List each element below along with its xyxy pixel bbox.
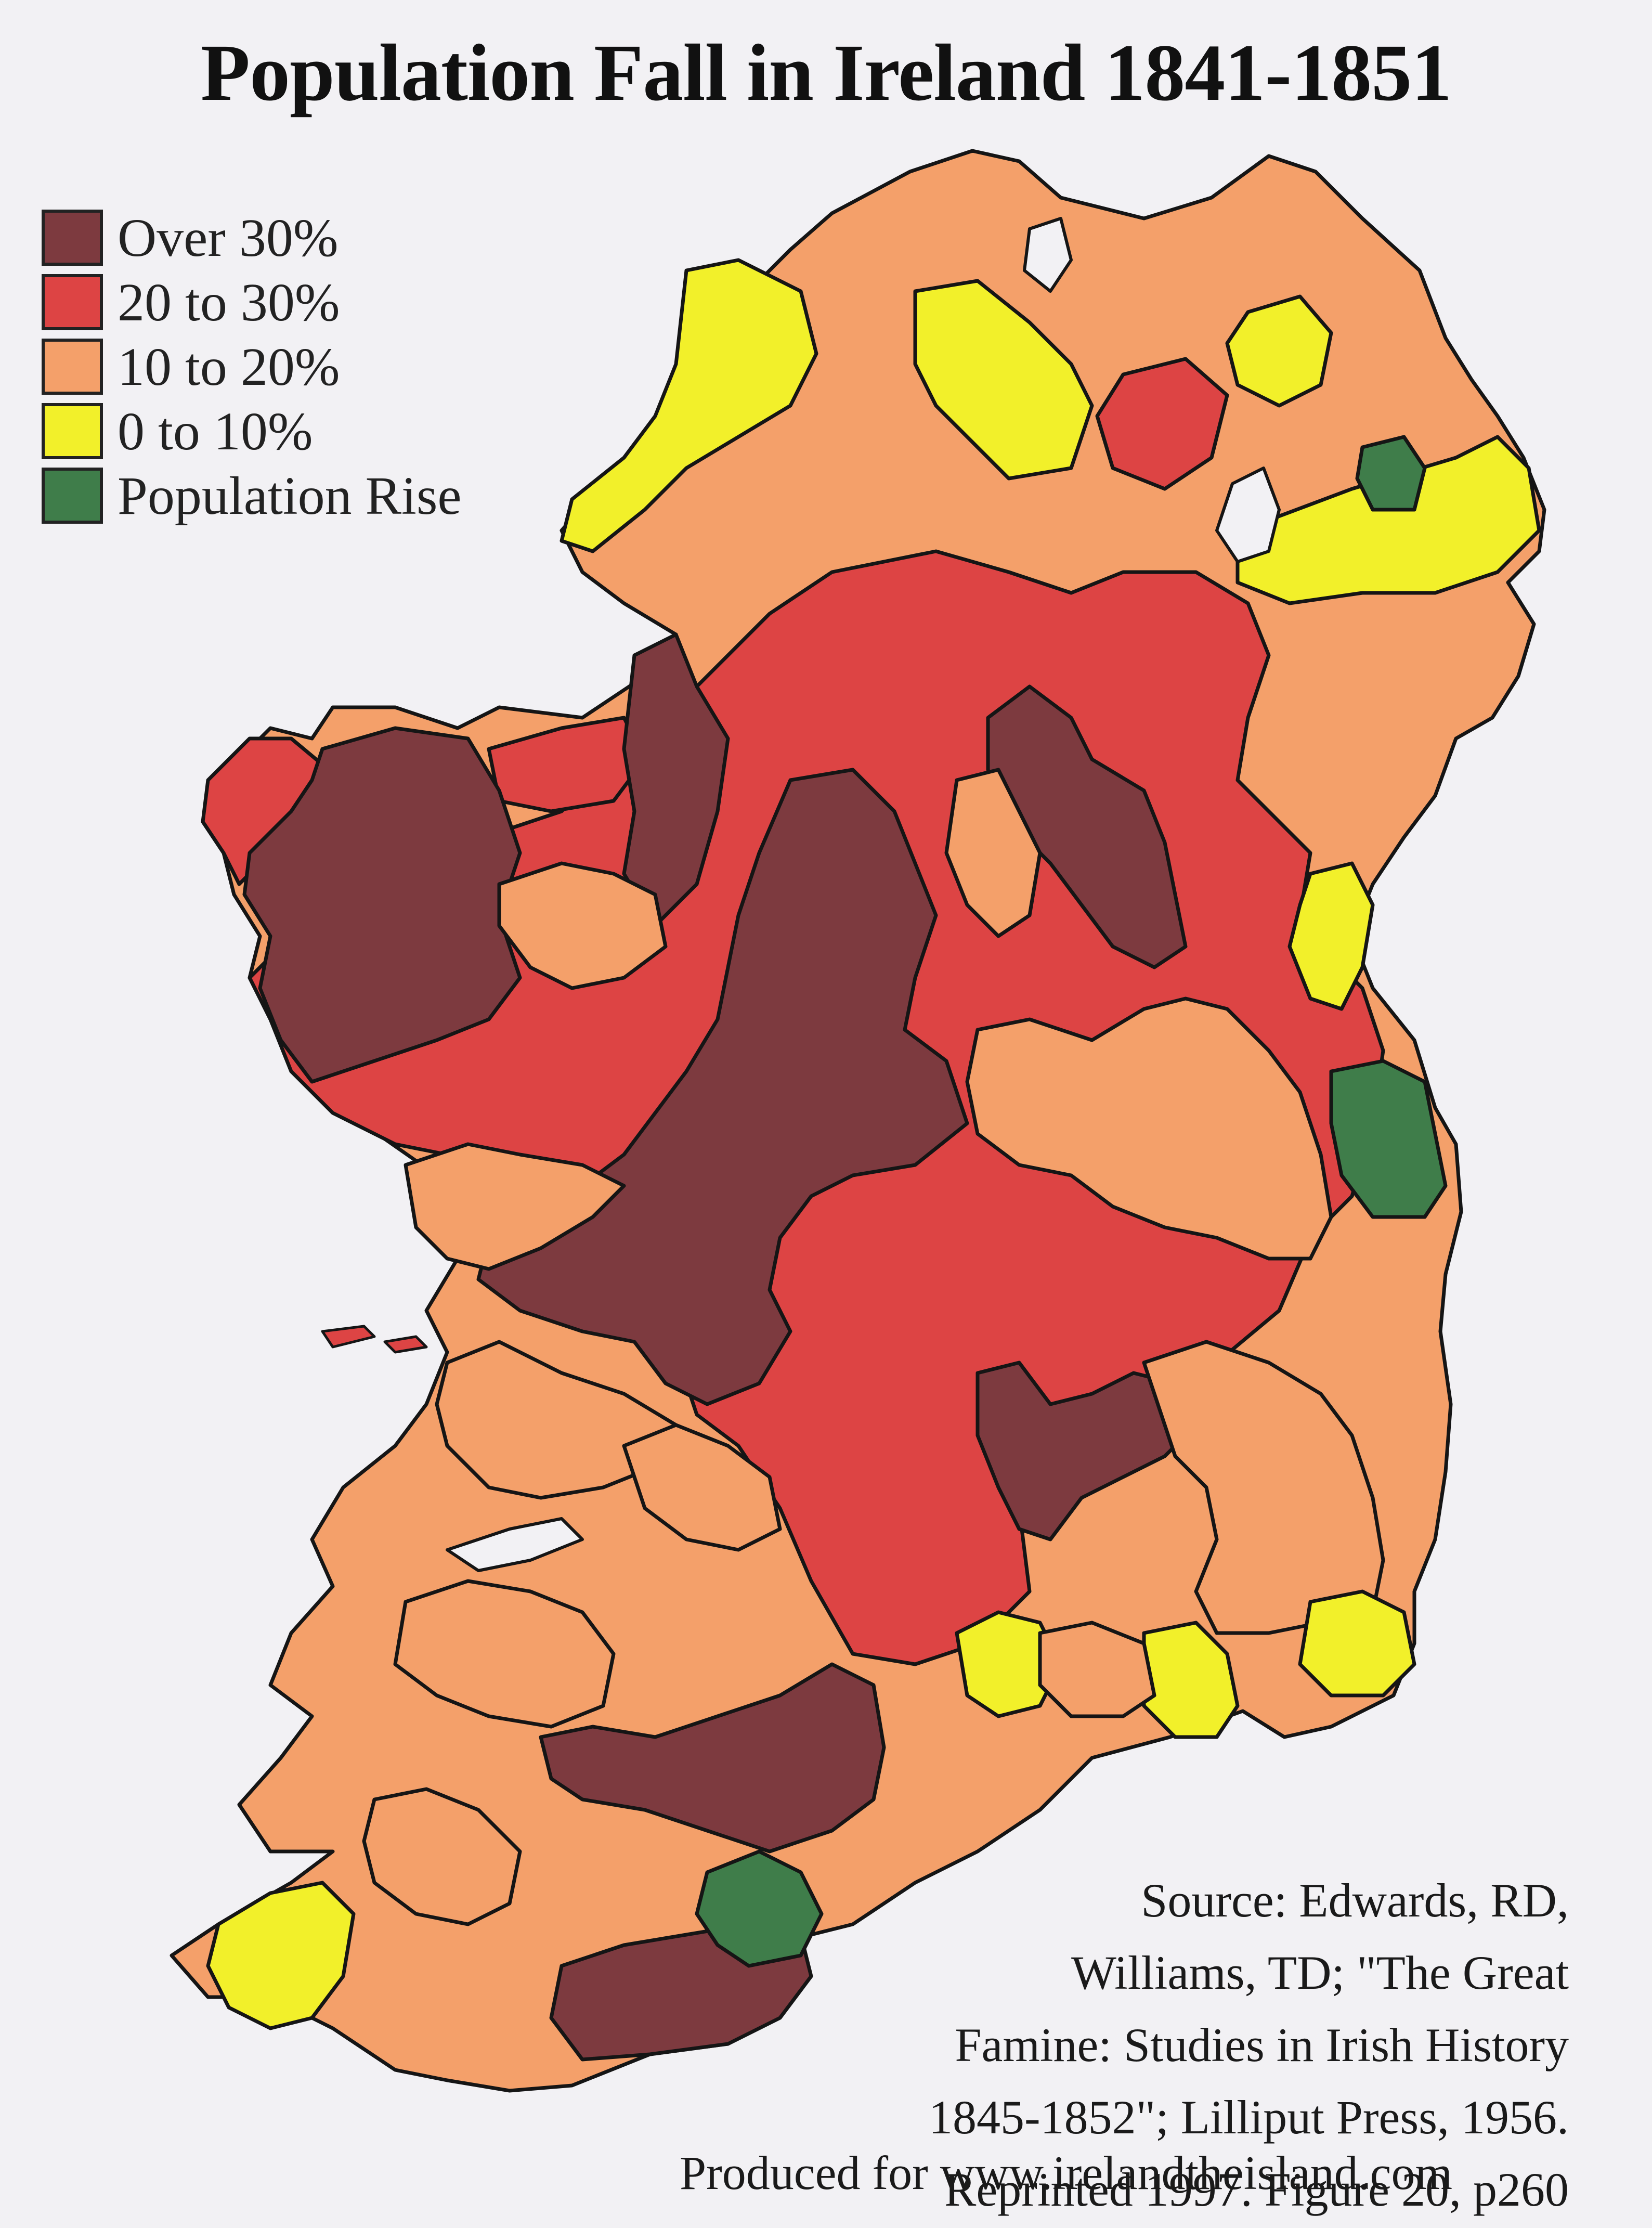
region-midlands-over30: [476, 768, 969, 1406]
region-cork-city-rise: [695, 1849, 824, 1968]
legend-swatch: [42, 468, 103, 524]
legend-item-population-rise: Population Rise: [42, 463, 462, 528]
legend-item-over-30: Over 30%: [42, 205, 462, 270]
region-north-cork-over30: [539, 1662, 886, 1854]
region-galway-coast-orange: [404, 1142, 626, 1271]
source-line: Reprinted 1997. Figure 20, p260: [944, 2163, 1569, 2216]
region-down-yellow: [1235, 435, 1541, 605]
region-donegal-west: [560, 258, 818, 553]
region-louth-yellow: [1287, 861, 1375, 1011]
legend-swatch: [42, 274, 103, 330]
legend-label: Over 30%: [118, 208, 339, 268]
credit-line: Produced for www.irelandtheisland.com: [679, 2146, 1453, 2199]
region-kerry-yellow: [206, 1881, 356, 2030]
region-roscommon-orange: [497, 861, 668, 990]
source-citation: Source: Edwards, RD, Williams, TD; "The …: [685, 1864, 1569, 2226]
shannon-estuary: [446, 1517, 584, 1572]
region-tyrone: [1095, 357, 1229, 491]
legend-label: Population Rise: [118, 465, 462, 526]
region-cavan-orange: [944, 768, 1042, 938]
map-title: Population Fall in Ireland 1841-1851: [200, 28, 1452, 118]
region-kerry-orange: [393, 1579, 616, 1729]
region-limerick-orange: [622, 1423, 782, 1552]
aran-islands: [321, 1325, 428, 1354]
region-mayo-over30: [242, 726, 522, 1084]
region-kilkenny-orange: [1038, 1621, 1156, 1718]
region-meath-orange: [965, 996, 1333, 1261]
legend: Over 30% 20 to 30% 10 to 20% 0 to 10% Po…: [42, 205, 462, 528]
legend-label: 10 to 20%: [118, 336, 340, 397]
source-line: Williams, TD; "The Great: [1071, 1946, 1569, 1999]
source-line: Source: Edwards, RD,: [1141, 1874, 1569, 1927]
region-waterford-yellow: [1142, 1621, 1240, 1739]
lough-foyle: [1023, 217, 1073, 293]
region-clare-orange: [435, 1340, 678, 1500]
region-wexford-yellow: [1298, 1589, 1416, 1698]
region-derry: [913, 279, 1094, 481]
region-belfast-rise: [1355, 435, 1427, 512]
legend-label: 0 to 10%: [118, 401, 313, 461]
region-antrim-upper: [1225, 294, 1333, 408]
legend-item-20-to-30: 20 to 30%: [42, 270, 462, 334]
source-line: Famine: Studies in Irish History: [955, 2018, 1569, 2071]
region-north-connacht-over30: [622, 632, 730, 928]
legend-swatch: [42, 210, 103, 266]
legend-swatch: [42, 339, 103, 395]
lough-neagh: [1215, 467, 1281, 563]
source-line: 1845-1852"; Lilliput Press, 1956.: [929, 2091, 1569, 2144]
legend-label: 20 to 30%: [118, 272, 340, 332]
legend-swatch: [42, 403, 103, 459]
region-dublin-rise: [1329, 1059, 1448, 1219]
region-laois-over30: [975, 1361, 1198, 1542]
region-kerry-south-orange: [362, 1787, 522, 1926]
legend-item-0-to-10: 0 to 10%: [42, 399, 462, 463]
legend-item-10-to-20: 10 to 20%: [42, 334, 462, 399]
